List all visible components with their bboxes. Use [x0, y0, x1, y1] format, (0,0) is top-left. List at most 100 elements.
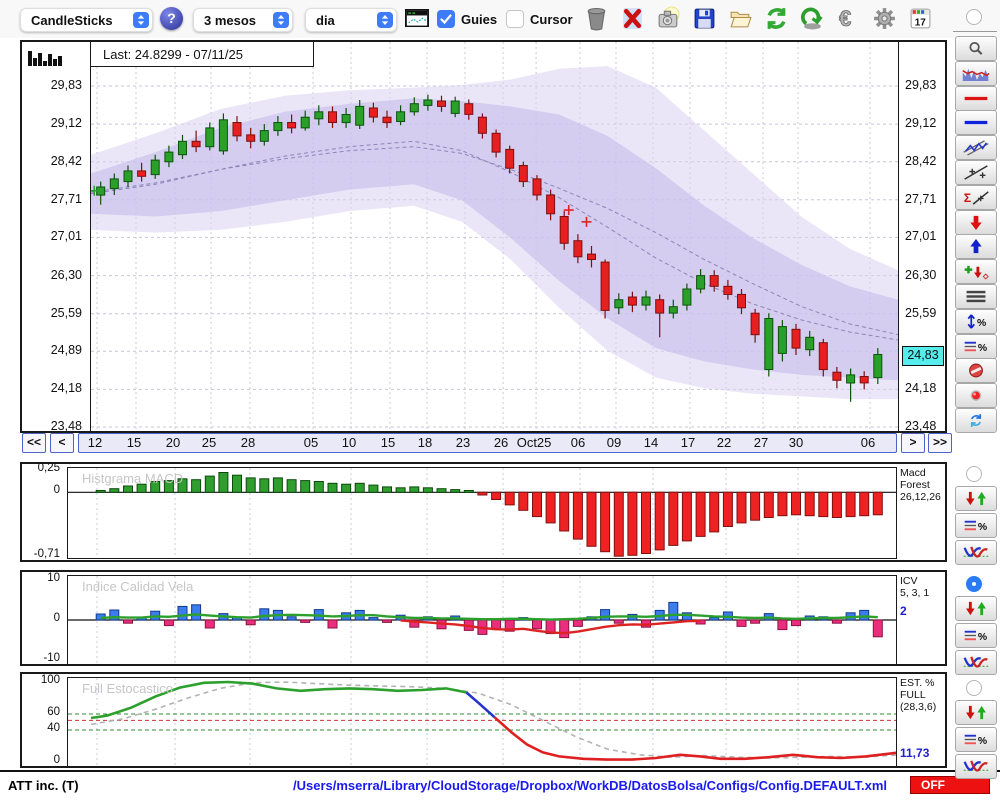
price-axis-left: 29,8329,1228,4227,7127,0126,3025,5924,89…: [22, 42, 90, 431]
svg-text:Σ: Σ: [964, 191, 971, 205]
macd-y-tick: -0,71: [34, 548, 60, 560]
interval-select[interactable]: dia: [305, 8, 397, 32]
refresh-icon[interactable]: [763, 5, 790, 32]
price-axis-right: 29,8329,1228,4227,7127,0126,3025,5924,18…: [899, 42, 947, 431]
open-icon[interactable]: [727, 5, 754, 32]
macd-plot: [67, 467, 897, 559]
date-tick-label: 20: [153, 435, 193, 450]
guies-checkbox-label: Guies: [461, 12, 497, 27]
date-navigation-bar: << < 1215202528051015182326Oct2506091417…: [20, 433, 947, 455]
date-tick-label: 09: [594, 435, 634, 450]
euro-icon[interactable]: €: [835, 5, 862, 32]
date-tick-label: Oct25: [514, 435, 554, 450]
main-chart-radio[interactable]: [966, 9, 982, 25]
icv-arrows-redgreen-button[interactable]: [955, 596, 997, 621]
icv-value: 2: [900, 604, 907, 618]
candlestick-svg: [91, 42, 898, 431]
macd-y-axis: 0,250-0,71: [22, 464, 64, 560]
nav-next-button[interactable]: >: [901, 433, 925, 453]
date-tick-label: 14: [631, 435, 671, 450]
range-select[interactable]: 3 mesos: [193, 8, 293, 32]
macd-label-line2: Forest: [900, 479, 946, 491]
nav-prev-button[interactable]: <: [50, 433, 74, 453]
stoch-label-line2: FULL: [900, 689, 946, 701]
icv-panel-radio[interactable]: [966, 576, 982, 592]
hlines3-tool-button[interactable]: [955, 284, 997, 309]
help-button[interactable]: ?: [160, 7, 183, 30]
indicator-chart-tool-button[interactable]: [955, 61, 997, 86]
price-tick-left: 29,12: [51, 116, 82, 130]
vrange-percent-tool-button[interactable]: %: [955, 309, 997, 334]
snapshot-icon[interactable]: [655, 5, 682, 32]
sidebar-divider: [953, 31, 997, 32]
stochastic-value: 11,73: [900, 746, 929, 760]
candlestick-plot[interactable]: [90, 42, 899, 431]
macd-curve-vees-button[interactable]: [955, 540, 997, 565]
macd-lines-percent-button[interactable]: %: [955, 513, 997, 538]
stoch-curve-vees-button[interactable]: [955, 754, 997, 779]
date-tick-label: 27: [741, 435, 781, 450]
date-tick-label: 18: [405, 435, 445, 450]
macd-y-tick: 0: [54, 484, 60, 496]
date-axis-strip[interactable]: 1215202528051015182326Oct250609141722273…: [78, 433, 897, 453]
macd-watermark: Histgrama MACD: [82, 471, 183, 486]
red-hline-tool-button[interactable]: [955, 86, 997, 111]
histogram-bars-icon[interactable]: [27, 47, 63, 72]
nav-first-button[interactable]: <<: [22, 433, 46, 453]
delete-x-icon[interactable]: [619, 5, 646, 32]
icv-curve-vees-button[interactable]: [955, 650, 997, 675]
icv-lines-percent-button[interactable]: %: [955, 623, 997, 648]
guies-checkbox-box[interactable]: [437, 10, 455, 28]
svg-text:%: %: [978, 522, 987, 533]
nav-last-button[interactable]: >>: [928, 433, 952, 453]
svg-text:%: %: [977, 318, 986, 329]
record-dot-tool-button[interactable]: [955, 383, 997, 408]
chart-window-icon[interactable]: [405, 9, 429, 28]
main-chart-panel[interactable]: 29,8329,1228,4227,7127,0126,3025,5924,89…: [20, 40, 947, 433]
config-file-path[interactable]: /Users/mserra/Library/CloudStorage/Dropb…: [240, 778, 940, 793]
blue-hline-tool-button[interactable]: [955, 110, 997, 135]
stoch-arrows-redgreen-button[interactable]: [955, 700, 997, 725]
magnifier-tool-button[interactable]: [955, 36, 997, 61]
macd-params-label: Macd Forest 26,12,26: [900, 467, 946, 503]
icv-params-label: ICV 5, 3, 1: [900, 575, 946, 599]
red-down-arrow-tool-button[interactable]: [955, 210, 997, 235]
no-entry-tool-button[interactable]: [955, 358, 997, 383]
calendar-icon[interactable]: 17: [907, 5, 934, 32]
date-tick-label: 23: [443, 435, 483, 450]
undo-icon[interactable]: [799, 5, 826, 32]
last-price-label: Last: 24.8299 - 07/11/25: [91, 42, 314, 67]
stoch-panel-radio[interactable]: [966, 680, 982, 696]
select-stepper-icon: [377, 12, 393, 28]
svg-text:%: %: [978, 632, 987, 643]
sigma-line-tool-button[interactable]: Σ: [955, 185, 997, 210]
icv-y-tick: 10: [47, 572, 60, 584]
macd-arrows-redgreen-button[interactable]: [955, 486, 997, 511]
trendline-cross-tool-button[interactable]: [955, 160, 997, 185]
chart-type-select[interactable]: CandleSticks: [20, 8, 153, 32]
lines-percent-tool-button[interactable]: %: [955, 334, 997, 359]
save-icon[interactable]: [691, 5, 718, 32]
settings-gear-icon[interactable]: [871, 5, 898, 32]
trash-icon[interactable]: [583, 5, 610, 32]
price-tick-right: 23,48: [905, 419, 936, 433]
price-tick-left: 25,59: [51, 306, 82, 320]
toolbar: CandleSticks ? 3 mesos dia Guies Cursor …: [0, 0, 1000, 38]
current-price-badge: 24,83: [902, 346, 944, 366]
macd-panel[interactable]: 0,250-0,71 Histgrama MACD Macd Forest 26…: [20, 462, 947, 562]
blue-up-arrow-tool-button[interactable]: [955, 234, 997, 259]
channel-tool-button[interactable]: [955, 135, 997, 160]
reload-arrows-tool-button[interactable]: [955, 408, 997, 433]
price-tick-left: 28,42: [51, 154, 82, 168]
cursor-checkbox[interactable]: Cursor: [506, 10, 573, 28]
chart-type-select-label: CandleSticks: [21, 13, 133, 28]
icv-label-line2: 5, 3, 1: [900, 587, 946, 599]
stochastic-panel[interactable]: 10060400 Full Estocastico EST. % FULL (2…: [20, 672, 947, 768]
stoch-lines-percent-button[interactable]: %: [955, 727, 997, 752]
macd-panel-radio[interactable]: [966, 466, 982, 482]
signals-tool-button[interactable]: [955, 259, 997, 284]
guies-checkbox[interactable]: Guies: [437, 10, 497, 28]
icv-panel[interactable]: 100-10 Indice Calidad Vela ICV 5, 3, 1 2: [20, 570, 947, 666]
cursor-checkbox-box[interactable]: [506, 10, 524, 28]
date-tick-label: 30: [776, 435, 816, 450]
